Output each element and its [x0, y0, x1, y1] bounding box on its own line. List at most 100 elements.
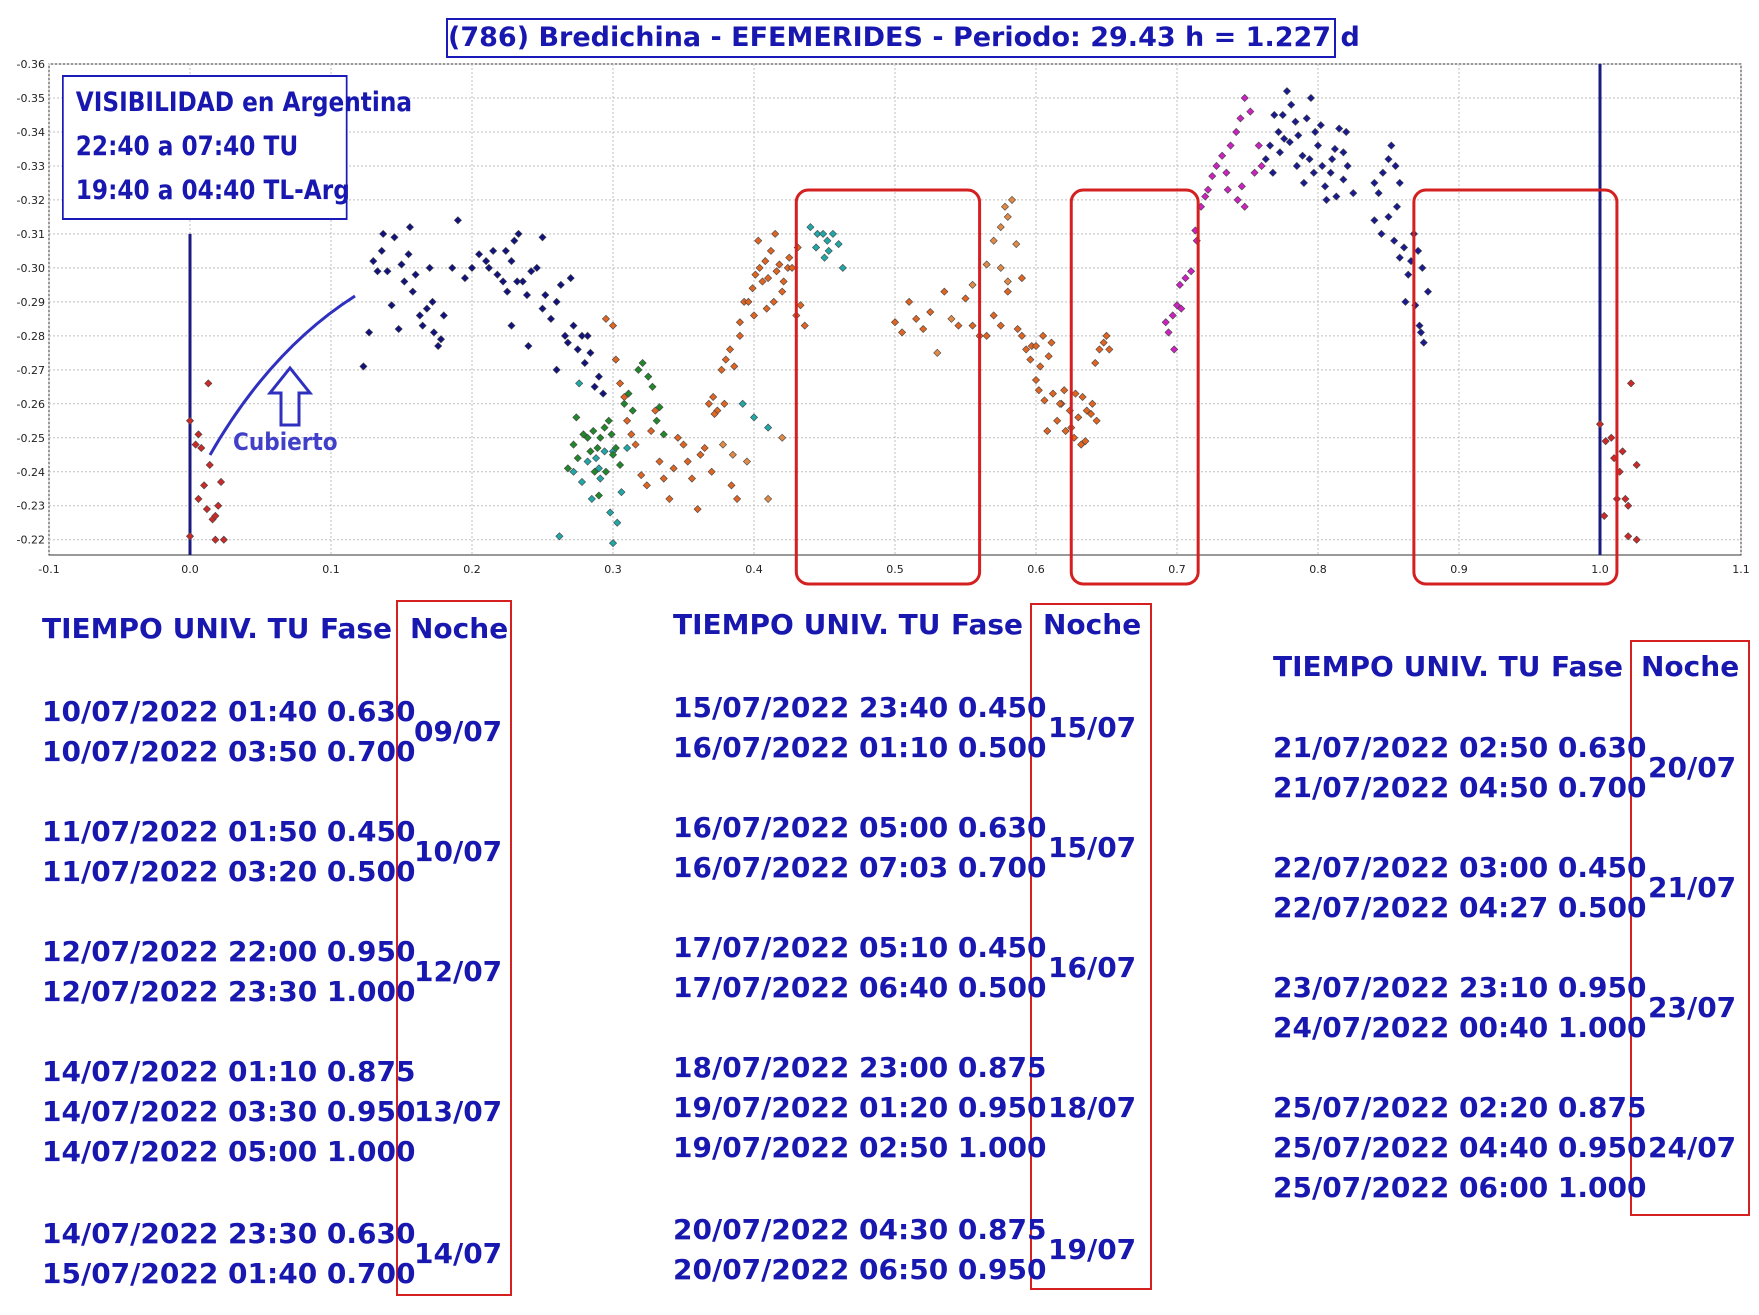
data-point [812, 243, 821, 252]
data-point [514, 229, 523, 238]
y-tick-label: -0.36 [17, 58, 45, 71]
y-tick-label: -0.32 [17, 194, 45, 207]
data-point [624, 389, 633, 398]
data-point [1074, 413, 1083, 422]
data-point [1414, 246, 1423, 255]
table-row: 14/07/2022 03:30 0.950 [42, 1095, 416, 1128]
data-point [1003, 277, 1012, 286]
data-point [1022, 345, 1031, 354]
data-point [422, 304, 431, 313]
data-point [397, 260, 406, 269]
data-point [730, 362, 739, 371]
data-point [1177, 304, 1186, 313]
data-point [460, 274, 469, 283]
data-point [628, 406, 637, 415]
data-point [484, 263, 493, 272]
data-point [1377, 229, 1386, 238]
data-point [1316, 121, 1325, 130]
data-point [1378, 168, 1387, 177]
table-row: 14/07/2022 23:30 0.630 [42, 1217, 416, 1250]
data-point [1624, 532, 1633, 541]
data-point [1226, 141, 1235, 150]
y-tick-label: -0.24 [17, 466, 45, 479]
data-point [429, 328, 438, 337]
table-row: 11/07/2022 03:20 0.500 [42, 855, 416, 888]
data-point [905, 297, 914, 306]
data-point [696, 450, 705, 459]
y-tick-label: -0.22 [17, 534, 45, 547]
data-point [933, 348, 942, 357]
data-point [634, 365, 643, 374]
x-tick-label: 0.8 [1309, 563, 1327, 576]
data-point [1000, 202, 1010, 211]
data-point [775, 260, 784, 269]
data-point [608, 321, 618, 330]
data-point [1374, 189, 1383, 198]
data-point [637, 471, 646, 480]
data-point [1632, 535, 1641, 544]
data-point [1390, 236, 1399, 245]
data-point [679, 440, 688, 449]
data-point [709, 392, 718, 402]
data-point [1043, 426, 1052, 436]
data-point [552, 297, 561, 306]
data-point [1349, 189, 1358, 198]
data-point [1292, 161, 1301, 170]
table-row: 25/07/2022 04:40 0.950 [1273, 1131, 1647, 1164]
data-point [616, 379, 625, 388]
data-point [1040, 396, 1049, 405]
data-point [566, 274, 575, 283]
data-point [513, 277, 522, 286]
night-value: 16/07 [1048, 951, 1137, 984]
table-row: 22/07/2022 04:27 0.500 [1273, 891, 1647, 924]
table-row: 15/07/2022 01:40 0.700 [42, 1257, 416, 1290]
annotation [208, 294, 356, 456]
data-point [583, 433, 592, 442]
noche-column-box [396, 600, 512, 1296]
data-point [572, 413, 581, 422]
data-point [710, 409, 719, 419]
data-point [596, 474, 605, 483]
data-point [601, 314, 610, 323]
data-point [824, 246, 833, 255]
data-point [623, 443, 632, 452]
header-noche: Noche [1641, 650, 1740, 683]
data-point [1404, 270, 1413, 279]
x-tick-label: 0.1 [322, 563, 340, 576]
data-point [522, 291, 532, 300]
data-point [408, 287, 417, 296]
data-point [608, 539, 618, 548]
visibility-line: VISIBILIDAD en Argentina [75, 87, 413, 118]
data-point [1395, 253, 1404, 262]
data-point [503, 287, 512, 296]
y-tick-label: -0.29 [17, 296, 45, 309]
data-point [1621, 494, 1630, 503]
x-tick-label: 0.0 [181, 563, 199, 576]
data-point [1261, 155, 1270, 164]
data-point [1423, 287, 1433, 296]
data-point [1237, 182, 1246, 191]
data-point [982, 260, 991, 269]
chart-title: (786) Bredichina - EFEMERIDES - Periodo:… [446, 18, 1360, 58]
data-point [573, 345, 582, 354]
data-point [569, 467, 578, 476]
data-point [651, 406, 660, 415]
data-point [982, 331, 991, 340]
data-point [594, 372, 603, 381]
data-point [1342, 127, 1351, 136]
table-row: 15/07/2022 23:40 0.450 [673, 691, 1047, 724]
data-point [996, 321, 1005, 330]
data-point [1105, 345, 1114, 354]
data-point [1170, 345, 1179, 354]
data-point [718, 440, 728, 449]
table-row: 25/07/2022 02:20 0.875 [1273, 1091, 1647, 1124]
data-point [518, 277, 527, 286]
data-point [1298, 151, 1307, 160]
data-point [638, 358, 647, 368]
data-point [693, 505, 702, 514]
data-point [828, 229, 837, 238]
data-point [1031, 342, 1041, 351]
data-point [659, 474, 668, 483]
data-point [1326, 168, 1335, 177]
data-point [556, 280, 565, 289]
